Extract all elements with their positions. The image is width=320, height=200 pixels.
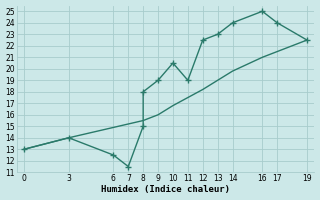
X-axis label: Humidex (Indice chaleur): Humidex (Indice chaleur) [101,185,230,194]
